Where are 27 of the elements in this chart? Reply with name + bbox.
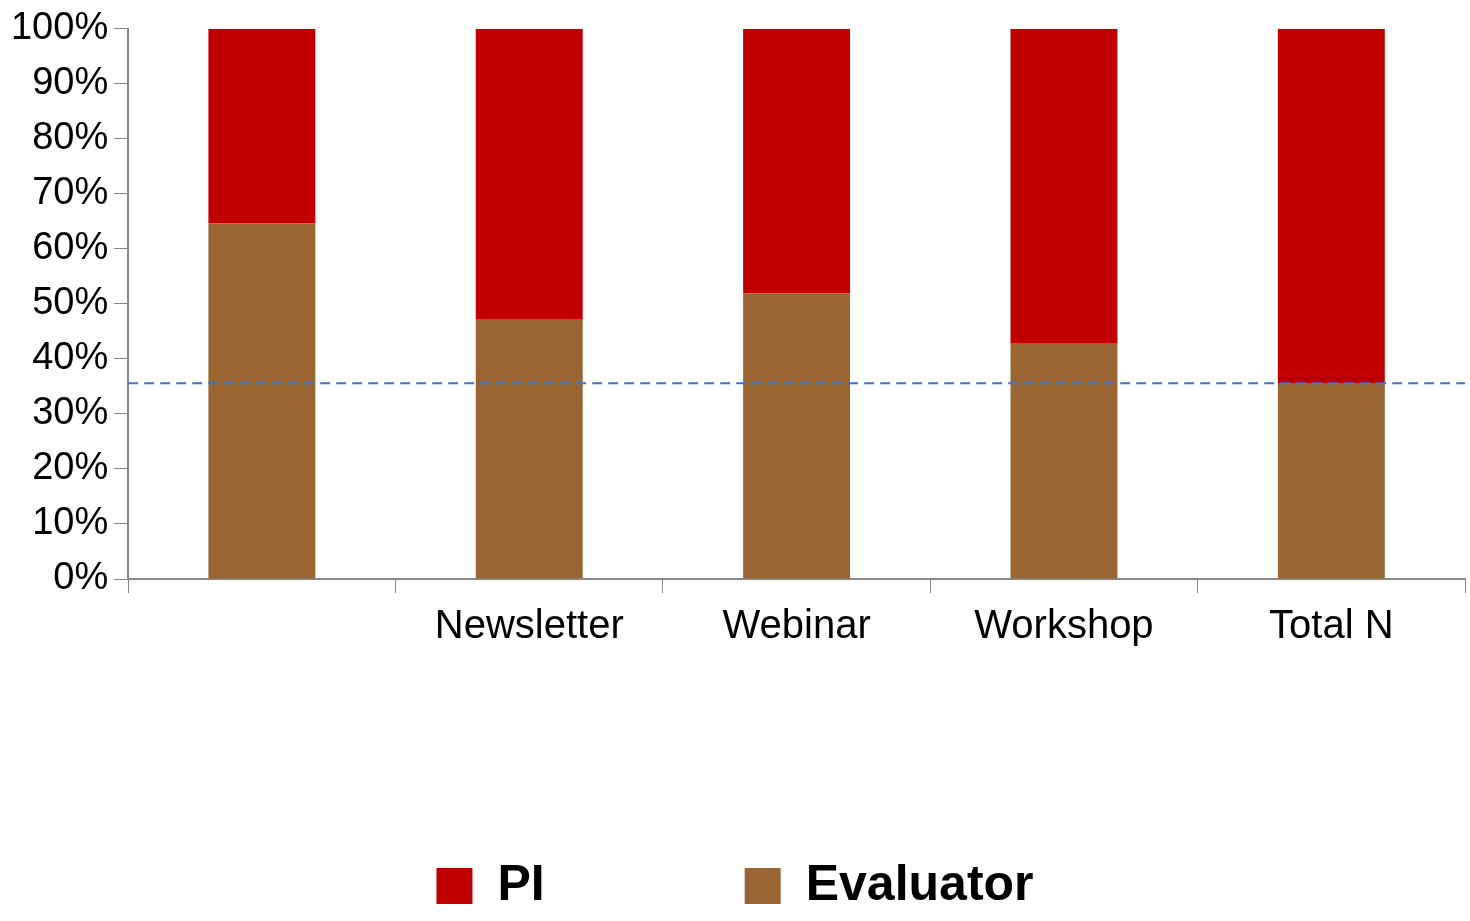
x-tick-label: Newsletter: [434, 602, 624, 647]
legend-label: Evaluator: [805, 854, 1034, 911]
legend-label: PI: [497, 854, 545, 911]
y-tick-label: 60%: [32, 225, 109, 268]
y-tick-label: 40%: [32, 335, 109, 378]
y-tick-label: 70%: [32, 170, 109, 213]
bar: [743, 293, 851, 579]
bar: [1010, 342, 1118, 579]
bar: [475, 319, 583, 579]
x-tick-label: Workshop: [974, 602, 1154, 647]
bar: [1010, 28, 1118, 343]
y-tick-label: 80%: [32, 115, 109, 158]
y-tick-label: 90%: [32, 60, 109, 103]
x-tick-label: Webinar: [722, 602, 871, 647]
bar: [743, 28, 851, 294]
x-tick-label: Total N: [1269, 602, 1394, 647]
y-tick-label: 100%: [10, 5, 109, 48]
bar: [1277, 28, 1385, 384]
y-tick-label: 0%: [53, 555, 109, 598]
y-tick-label: 20%: [32, 445, 109, 488]
y-tick-label: 30%: [32, 390, 109, 433]
bar: [208, 223, 316, 579]
bar: [475, 28, 583, 320]
bar: [1277, 383, 1385, 579]
y-tick-label: 10%: [32, 500, 109, 543]
bar: [208, 28, 316, 224]
y-tick-label: 50%: [32, 280, 109, 323]
